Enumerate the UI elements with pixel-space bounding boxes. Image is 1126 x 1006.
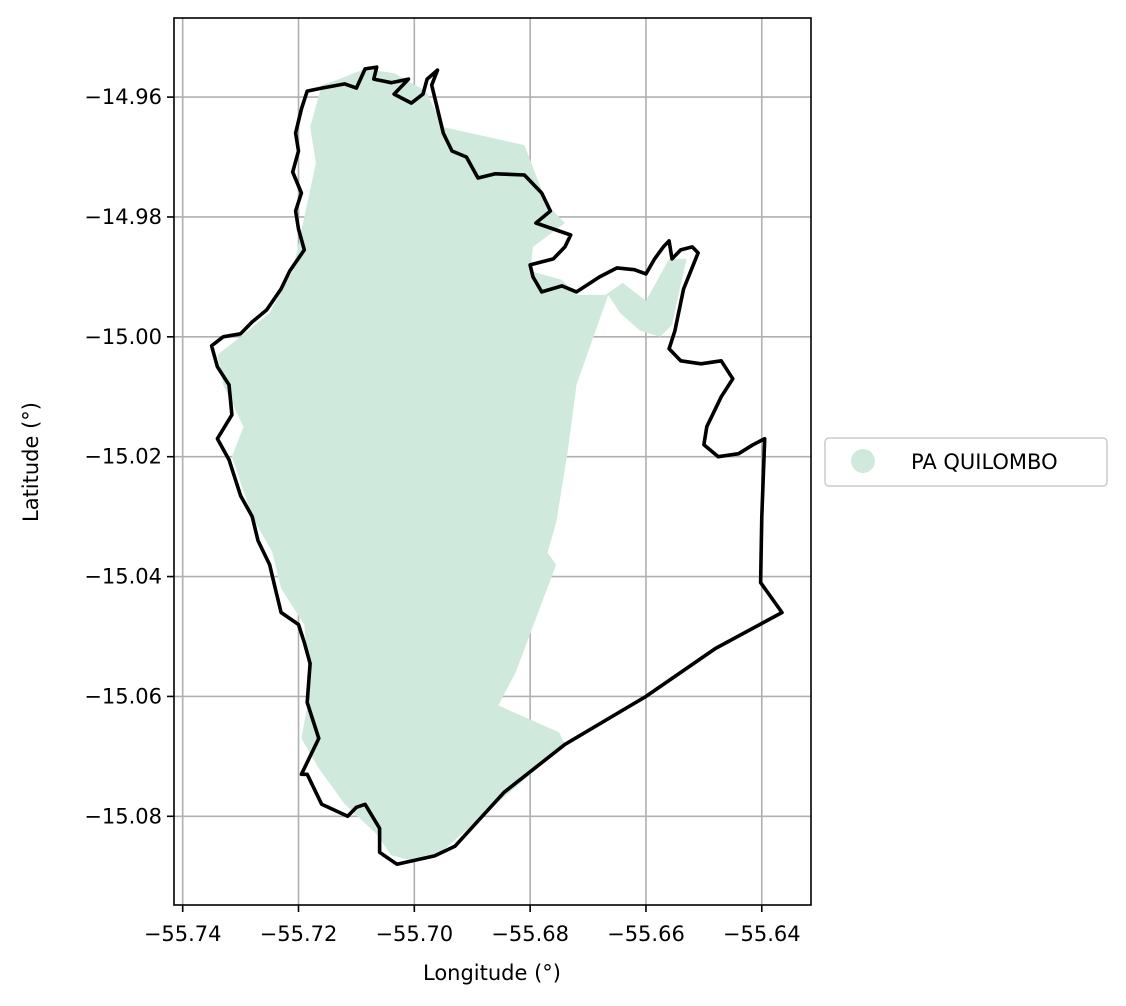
pa-quilombo-area [217,68,687,862]
boundary-outline [209,65,784,867]
x-tick-label: −55.70 [375,922,453,946]
x-tick-label: −55.74 [144,922,222,946]
y-tick-label: −15.00 [84,325,162,349]
x-tick-label: −55.64 [723,922,801,946]
y-axis-ticks: −14.96 −14.98 −15.00 −15.02 −15.04 −15.06 −15.… [84,85,174,828]
y-tick-label: −15.04 [84,565,162,589]
legend: PA QUILOMBO [824,437,1108,487]
pa-quilombo-polygon [217,68,687,862]
y-tick-label: −15.08 [84,804,162,828]
x-axis-title: Longitude (°) [423,961,561,985]
legend-box [824,437,1108,487]
y-tick-label: −15.06 [84,684,162,708]
legend-label-pa-quilombo: PA QUILOMBO [911,450,1058,474]
plot-frame [173,17,812,906]
y-tick-label: −14.96 [84,85,162,109]
y-tick-label: −15.02 [84,445,162,469]
x-tick-label: −55.66 [607,922,685,946]
boundary-polyline [209,65,784,867]
x-tick-label: −55.72 [260,922,338,946]
y-axis-title: Latitude (°) [19,402,43,522]
legend-marker-pa-quilombo [851,449,875,473]
x-axis-ticks: −55.74 −55.72 −55.70 −55.68 −55.66 −55.64 [144,905,801,946]
y-tick-label: −14.98 [84,205,162,229]
x-tick-label: −55.68 [491,922,569,946]
